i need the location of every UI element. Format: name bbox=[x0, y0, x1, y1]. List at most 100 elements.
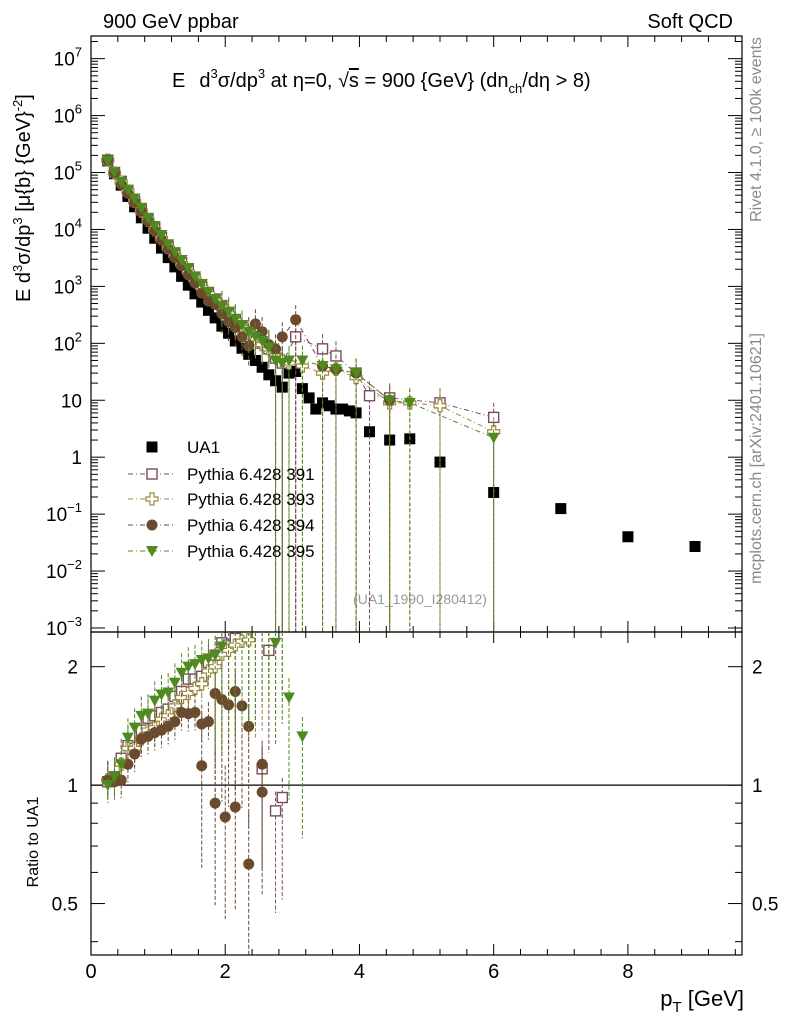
legend-label: Pythia 6.428 394 bbox=[187, 516, 315, 535]
data-point bbox=[229, 685, 241, 697]
data-point bbox=[176, 270, 188, 282]
data-point bbox=[282, 692, 295, 704]
data-point bbox=[155, 689, 168, 701]
legend-label: Pythia 6.428 393 bbox=[187, 490, 315, 509]
series-line bbox=[107, 159, 494, 418]
ratio-panel: 0 2 4 6 8 0.5 0.5 1 1 2 2 bbox=[52, 631, 778, 983]
x-tick-label: 6 bbox=[488, 961, 499, 983]
title-sigma: σ/dp bbox=[218, 70, 258, 92]
data-point bbox=[202, 304, 214, 316]
y-tick-label: 10−1 bbox=[46, 500, 82, 526]
ratio-tick-label-left: 0.5 bbox=[52, 895, 78, 916]
data-point bbox=[101, 780, 114, 792]
x-tick-label: 2 bbox=[220, 961, 231, 983]
data-point bbox=[135, 202, 148, 214]
ylabel-a: E d bbox=[13, 272, 35, 302]
data-point bbox=[188, 681, 202, 696]
data-point bbox=[162, 239, 175, 251]
data-point bbox=[236, 319, 249, 331]
watermark: (UA1_1990_I280412) bbox=[353, 591, 487, 607]
series-line bbox=[107, 160, 494, 439]
legend-marker bbox=[145, 492, 159, 506]
ratio-series-395 bbox=[101, 632, 309, 839]
data-point bbox=[202, 286, 215, 298]
data-point bbox=[290, 314, 302, 326]
y-tick-label: 10 bbox=[61, 391, 82, 412]
data-point bbox=[229, 335, 241, 347]
ratio-tick-label-right: 0.5 bbox=[752, 895, 778, 916]
data-point bbox=[121, 184, 134, 196]
data-point bbox=[689, 540, 701, 552]
data-point bbox=[168, 677, 181, 689]
data-point bbox=[487, 432, 500, 444]
data-point bbox=[142, 222, 154, 234]
data-point bbox=[269, 637, 282, 649]
legend-marker bbox=[146, 468, 158, 480]
data-point bbox=[310, 403, 322, 415]
data-point bbox=[121, 732, 134, 744]
data-point bbox=[195, 677, 209, 691]
title-sub: ch bbox=[508, 81, 522, 96]
y-tick-label: 10−2 bbox=[46, 557, 82, 583]
data-point bbox=[189, 288, 201, 300]
data-point bbox=[323, 400, 335, 412]
x-tick-label: 4 bbox=[354, 961, 365, 983]
data-point bbox=[229, 313, 242, 325]
data-point bbox=[168, 247, 181, 259]
data-point bbox=[169, 261, 181, 273]
y-tick-label: 1 bbox=[71, 448, 82, 469]
mcplots-label: mcplots.cern.ch [arXiv:2401.10621] bbox=[748, 333, 765, 584]
data-point bbox=[128, 193, 141, 205]
data-point bbox=[182, 263, 195, 275]
data-point bbox=[249, 354, 261, 366]
data-point bbox=[189, 659, 202, 671]
data-point bbox=[202, 716, 214, 728]
data-point bbox=[222, 306, 235, 318]
data-point bbox=[202, 653, 215, 665]
x-axis-label: pT [GeV] bbox=[660, 986, 744, 1016]
data-point bbox=[195, 654, 208, 666]
data-point bbox=[350, 368, 363, 380]
data-point bbox=[262, 342, 275, 354]
data-point bbox=[209, 650, 222, 662]
data-point bbox=[189, 706, 201, 718]
rivet-label: Rivet 4.1.0, ≥ 100k events bbox=[748, 37, 765, 222]
data-point bbox=[135, 212, 147, 224]
legend-marker bbox=[146, 519, 158, 531]
legend-marker bbox=[146, 441, 158, 453]
data-point bbox=[269, 805, 282, 817]
title-e: E bbox=[172, 70, 185, 92]
data-point bbox=[189, 271, 202, 283]
xlabel-sub: T bbox=[672, 999, 681, 1016]
data-point bbox=[329, 364, 342, 376]
data-point bbox=[142, 212, 155, 224]
data-point bbox=[256, 335, 269, 347]
ylabel-sup2: 3 bbox=[10, 217, 25, 224]
header-left: 900 GeV ppbar bbox=[103, 11, 239, 33]
y-tick-label: 10−3 bbox=[46, 614, 82, 640]
legend-marker bbox=[146, 546, 158, 557]
xlabel-rest: [GeV] bbox=[682, 986, 744, 1011]
data-point bbox=[316, 360, 329, 372]
y-axis-label-ratio: Ratio to UA1 bbox=[25, 797, 42, 888]
data-point bbox=[195, 279, 208, 291]
ratio-series-391 bbox=[102, 632, 288, 914]
data-point bbox=[148, 220, 161, 232]
data-point bbox=[296, 355, 309, 367]
y-tick-label: 105 bbox=[54, 159, 82, 185]
y-tick-label: 102 bbox=[54, 329, 82, 355]
data-point bbox=[128, 722, 141, 734]
data-point bbox=[243, 340, 255, 352]
ylabel-sup1: 3 bbox=[10, 265, 25, 272]
ratio-tick-label-right: 2 bbox=[752, 658, 763, 679]
data-point bbox=[296, 731, 309, 743]
title-d: d bbox=[199, 70, 210, 92]
data-point bbox=[276, 791, 288, 804]
xlabel-p: p bbox=[660, 986, 672, 1011]
data-point bbox=[175, 667, 188, 679]
data-point bbox=[162, 252, 174, 264]
title-sqrt: √ bbox=[338, 70, 349, 92]
legend-label: Pythia 6.428 391 bbox=[187, 465, 315, 484]
data-point bbox=[383, 395, 396, 407]
